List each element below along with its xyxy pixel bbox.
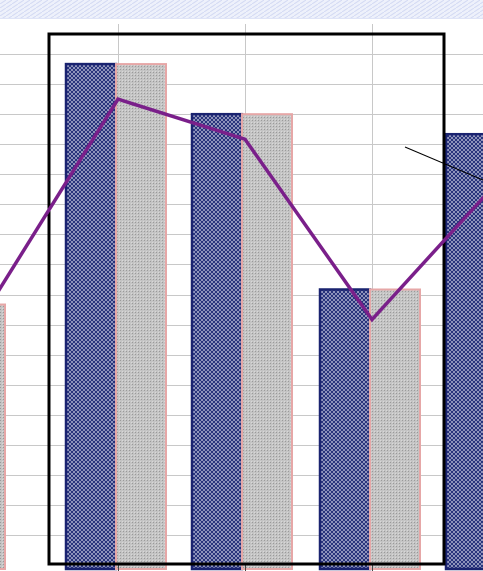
highlight-frame <box>47 32 446 566</box>
bar-series2-cat3 <box>241 113 293 571</box>
bar-series2-cat1 <box>0 303 6 570</box>
leader-line <box>404 146 483 181</box>
bar-series1-cat5 <box>444 132 483 571</box>
bar-series1-cat3 <box>190 112 244 571</box>
top-strip <box>0 0 483 18</box>
bar-series1-cat4 <box>318 288 372 571</box>
bar-series2-cat2 <box>115 63 167 571</box>
bar-series2-cat4 <box>369 288 421 570</box>
